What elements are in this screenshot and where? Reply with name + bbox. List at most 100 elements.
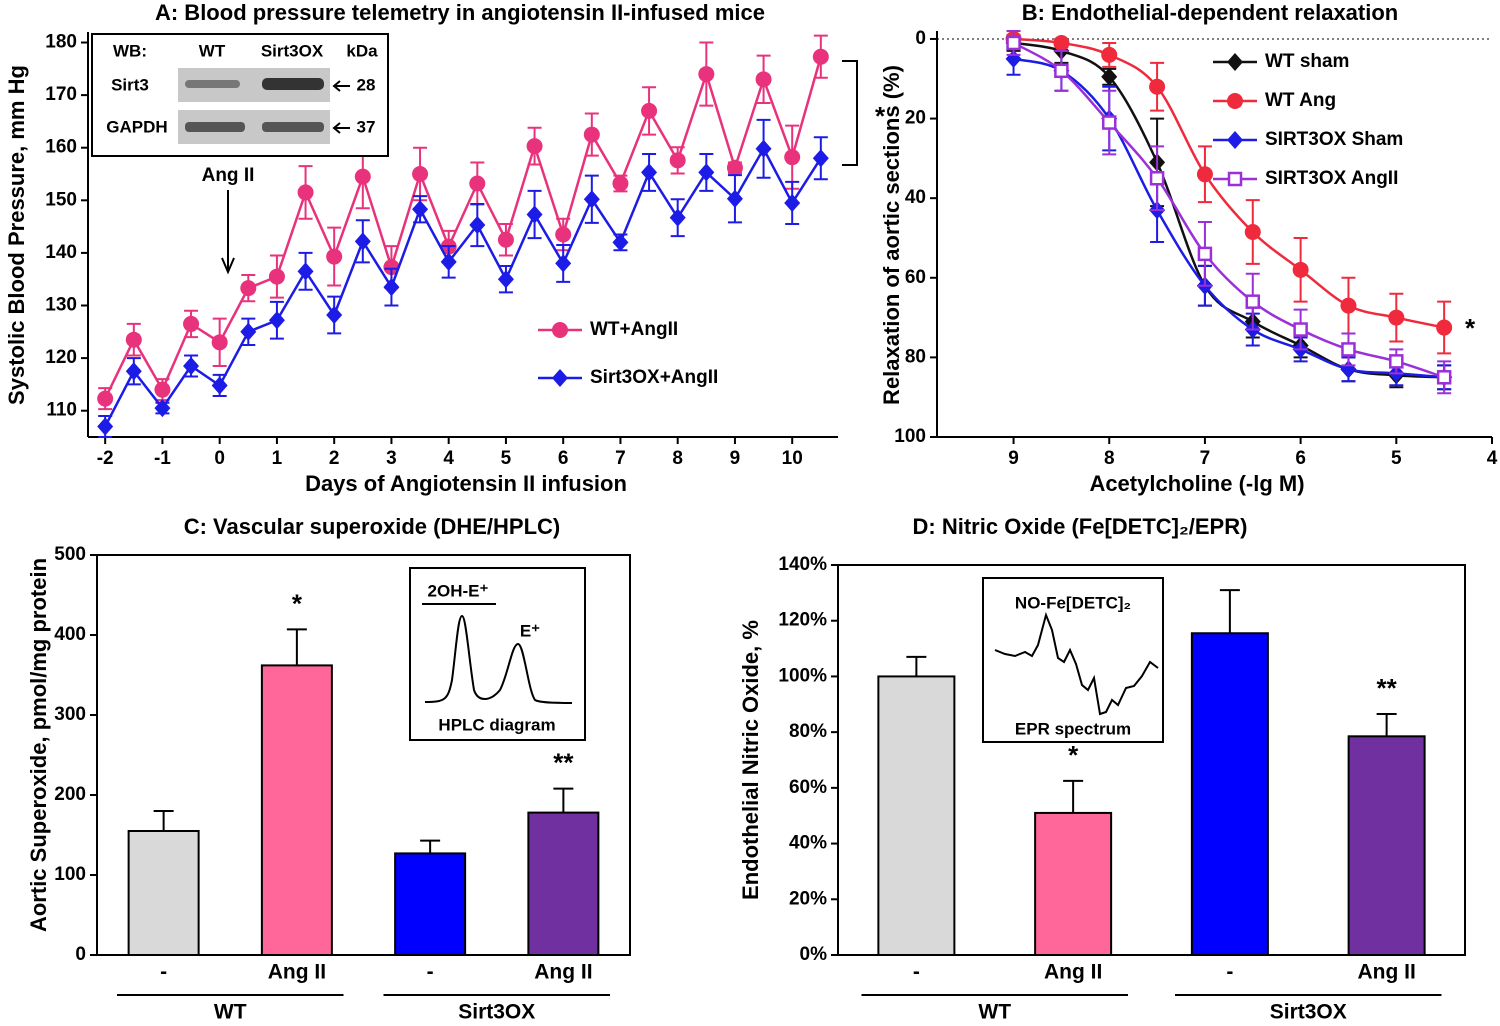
inset-curve (994, 611, 1159, 716)
plot-frame (837, 564, 1466, 956)
point (669, 208, 686, 227)
point (1053, 34, 1070, 51)
y-tick-label: 500 (54, 544, 86, 565)
bar (527, 811, 600, 956)
legend-label: WT+AngII (590, 319, 678, 340)
y-tick-label: 120% (778, 610, 827, 631)
inset-text: Sirt3 (111, 75, 149, 94)
y-tick-label: 110 (46, 400, 77, 421)
point (1196, 166, 1213, 183)
point (240, 280, 257, 297)
point (612, 233, 629, 252)
line (1012, 41, 1445, 379)
point (1341, 342, 1356, 357)
point (497, 231, 514, 248)
bar (1347, 735, 1426, 956)
point (154, 381, 171, 398)
bar (1034, 811, 1113, 957)
point (469, 175, 486, 192)
point (383, 259, 400, 276)
point (726, 159, 743, 176)
point (784, 193, 801, 212)
point (354, 232, 371, 251)
point (1340, 297, 1357, 314)
y-tick-label: 150 (45, 189, 77, 210)
x-tick-label: 7 (1200, 448, 1211, 469)
chart-title: C: Vascular superoxide (DHE/HPLC) (184, 514, 561, 539)
point (526, 205, 543, 224)
point (1101, 46, 1118, 63)
point (583, 126, 600, 143)
group-label: Sirt3OX (1270, 1001, 1347, 1024)
x-tick-label: - (160, 961, 167, 984)
legend-marker (552, 322, 568, 338)
point (555, 226, 572, 243)
blot-band (185, 80, 240, 88)
annotation: Ang II (202, 165, 255, 186)
x-tick-label: 4 (1487, 448, 1498, 469)
x-tick-label: - (1226, 961, 1233, 984)
y-tick-label: 400 (54, 624, 86, 645)
point (1388, 309, 1405, 326)
x-axis-title: Acetylcholine (-lg M) (1089, 471, 1304, 496)
y-tick-label: 180 (45, 32, 77, 53)
blot-band (262, 122, 324, 132)
y-tick-label: 40% (789, 833, 827, 854)
error-bar (420, 839, 441, 854)
point (669, 152, 686, 169)
y-tick-label: 170 (45, 84, 77, 105)
y-tick-label: 200 (54, 784, 86, 805)
point (125, 362, 142, 381)
point (1149, 171, 1165, 186)
significance: * (1465, 313, 1476, 343)
point (354, 168, 371, 185)
y-tick-label: 20% (789, 888, 827, 909)
significance: * (875, 101, 886, 131)
point (1149, 78, 1166, 95)
y-tick-label: 20 (905, 108, 926, 129)
bar (877, 675, 956, 957)
point (326, 305, 343, 324)
y-tick-label: 0 (915, 28, 926, 49)
legend-label: SIRT3OX AngII (1265, 168, 1398, 189)
point (812, 149, 829, 168)
x-tick-label: 1 (272, 448, 283, 469)
x-tick-label: 0 (214, 448, 225, 469)
point (1054, 63, 1069, 79)
line (1013, 57, 1445, 379)
y-tick-label: 60% (789, 777, 827, 798)
point (440, 252, 457, 271)
y-tick-label: 80 (905, 346, 926, 367)
point (784, 149, 801, 166)
point (154, 399, 171, 418)
point (1436, 319, 1453, 336)
line (104, 146, 822, 428)
inset-text: NO-Fe[DETC]₂ (1015, 593, 1131, 612)
plot-frame (96, 554, 631, 956)
y-tick-label: 0 (75, 944, 86, 965)
inset-text: E⁺ (520, 621, 540, 640)
point (1006, 35, 1021, 51)
x-tick-label: -2 (97, 448, 114, 469)
significance: ** (1377, 673, 1398, 703)
y-tick-label: 140% (778, 554, 827, 575)
point (469, 216, 486, 235)
y-tick-label: 0% (800, 944, 828, 965)
x-tick-label: 6 (558, 448, 569, 469)
legend-marker (1227, 53, 1243, 71)
inset-text: EPR spectrum (1015, 719, 1131, 738)
x-tick-label: 7 (615, 448, 626, 469)
y-axis-title: Systolic Blood Pressure, mm Hg (4, 65, 29, 405)
group-label: WT (978, 1001, 1011, 1024)
point (211, 376, 228, 395)
inset-frame (409, 567, 586, 741)
point (812, 48, 829, 65)
x-tick-label: - (913, 961, 920, 984)
x-tick-label: 10 (782, 448, 803, 469)
point (1436, 370, 1452, 385)
group-label: Sirt3OX (458, 1001, 535, 1024)
x-tick-label: 6 (1295, 448, 1306, 469)
x-tick-label: Ang II (1044, 961, 1102, 984)
bar (260, 664, 333, 957)
y-tick-label: 160 (45, 137, 77, 158)
